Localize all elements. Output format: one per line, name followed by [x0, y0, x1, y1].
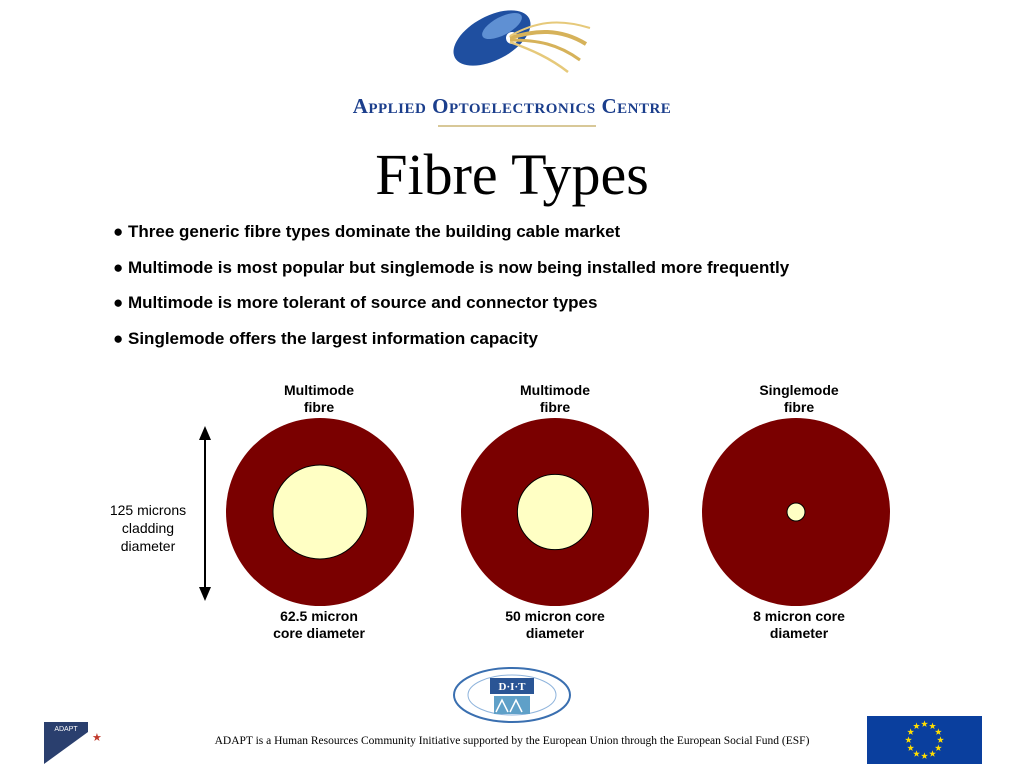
bullet-text: Multimode is more tolerant of source and…: [128, 293, 598, 312]
star-icon: ★: [92, 732, 102, 744]
fibre-type-line1: Multimode: [284, 382, 354, 398]
svg-text:D·I·T: D·I·T: [499, 681, 527, 693]
cladding-label-line1: 125 microns: [109, 502, 187, 518]
fibre-type-line2: fibre: [783, 399, 815, 415]
eu-flag-icon: [867, 716, 982, 764]
bullet-list: ● Three generic fibre types dominate the …: [113, 219, 789, 361]
bullet-text: Three generic fibre types dominate the b…: [128, 222, 621, 241]
footer-text: ADAPT is a Human Resources Community Ini…: [214, 735, 810, 747]
bullet-item: ● Multimode is more tolerant of source an…: [113, 290, 789, 326]
bullet-item: ● Singlemode offers the largest informati…: [113, 326, 789, 362]
fibre-type-line1: Multimode: [520, 382, 590, 398]
fibre-type-label-1: Multimode fibre: [229, 382, 409, 416]
arrow-up-icon: [199, 426, 211, 440]
bullet-dot-icon: ●: [113, 293, 124, 312]
fibre-type-line2: fibre: [303, 399, 335, 415]
organisation-underline: [438, 125, 596, 127]
core-circle-3: [786, 502, 806, 522]
bullet-text: Singlemode offers the largest informatio…: [128, 328, 538, 348]
core-caption-2: 50 micron core diameter: [465, 608, 645, 642]
core-caption-line1: 8 micron core: [753, 608, 845, 624]
core-caption-line2: diameter: [525, 625, 585, 641]
bullet-dot-icon: ●: [113, 222, 124, 241]
svg-text:ADAPT: ADAPT: [54, 726, 78, 733]
fibre-type-label-3: Singlemode fibre: [709, 382, 889, 416]
core-caption-3: 8 micron core diameter: [709, 608, 889, 642]
slide-title: Fibre Types: [375, 142, 649, 207]
bullet-dot-icon: ●: [113, 328, 124, 348]
core-caption-1: 62.5 micron core diameter: [229, 608, 409, 642]
fibre-type-line2: fibre: [539, 399, 571, 415]
core-circle-1: [272, 464, 368, 560]
bullet-item: ● Multimode is most popular but singlemod…: [113, 255, 789, 291]
core-caption-line1: 62.5 micron: [280, 608, 358, 624]
dit-logo: D·I·T: [453, 667, 571, 723]
bullet-text: Multimode is most popular but singlemode…: [128, 257, 790, 277]
bullet-item: ● Three generic fibre types dominate the …: [113, 219, 789, 255]
bullet-dot-icon: ●: [113, 257, 124, 277]
arrow-down-icon: [199, 587, 211, 601]
core-caption-line1: 50 micron core: [505, 608, 605, 624]
core-caption-line2: diameter: [769, 625, 829, 641]
aoc-logo: [453, 10, 591, 73]
cladding-diameter-label: 125 microns cladding diameter: [100, 501, 196, 555]
fibre-type-line1: Singlemode: [759, 382, 839, 398]
fibre-type-label-2: Multimode fibre: [465, 382, 645, 416]
organisation-name: Applied Optoelectronics Centre: [352, 94, 672, 118]
adapt-logo: ADAPT: [44, 722, 88, 764]
cladding-label-line2: cladding: [121, 520, 175, 536]
core-circle-2: [516, 473, 594, 551]
core-caption-line2: core diameter: [273, 625, 365, 641]
cladding-label-line3: diameter: [120, 538, 176, 554]
